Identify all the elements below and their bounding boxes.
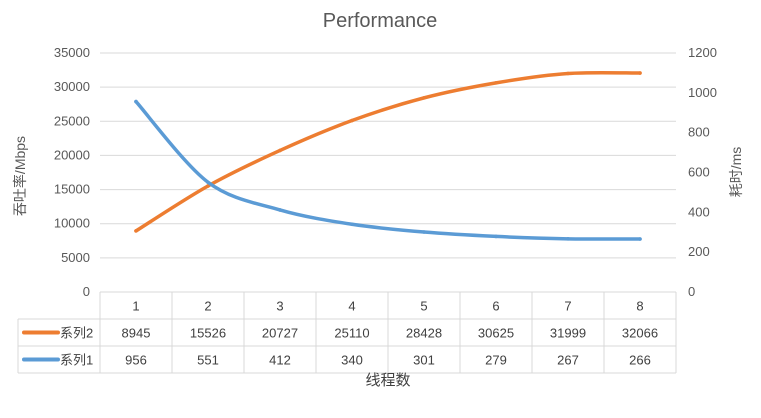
data-label: 956 <box>125 353 147 368</box>
data-point <box>422 230 426 234</box>
data-table: 1 2 3 4 5 6 7 8 系列2 8945 15526 20727 25110 28428 30625… <box>17 291 677 374</box>
data-label: 279 <box>485 353 507 368</box>
grid-layer <box>100 52 676 259</box>
left-axis: 0 5000 10000 15000 20000 25000 30000 35000 <box>54 45 90 299</box>
x-tick-label: 7 <box>564 299 571 314</box>
data-point <box>206 180 210 185</box>
y-tick-label-right: 0 <box>688 284 695 299</box>
y-tick-label-left: 10000 <box>54 216 90 231</box>
right-axis: 0 200 400 600 800 1000 1200 <box>688 45 717 299</box>
chart-title: Performance <box>323 10 438 32</box>
x-tick-label: 1 <box>132 299 139 314</box>
series-layer <box>134 70 642 241</box>
data-point <box>494 234 498 239</box>
data-label: 31999 <box>550 326 586 341</box>
data-point <box>278 148 282 153</box>
x-tick-label: 5 <box>420 299 427 314</box>
y-tick-label-right: 400 <box>688 204 710 219</box>
data-point <box>638 237 642 241</box>
data-point <box>134 99 138 104</box>
x-tick-label: 3 <box>276 299 283 314</box>
y-tick-label-left: 15000 <box>54 182 90 197</box>
data-point <box>278 208 282 212</box>
data-label: 25110 <box>334 326 369 341</box>
x-axis-title: 线程数 <box>365 372 410 389</box>
data-label: 32066 <box>622 326 658 341</box>
data-point <box>566 71 570 76</box>
y-tick-label-right: 800 <box>688 125 710 140</box>
data-label: 8945 <box>122 326 151 341</box>
data-label: 412 <box>269 353 291 368</box>
y-axis-title-right: 耗时/ms <box>728 147 744 198</box>
y-tick-label-right: 200 <box>688 244 710 259</box>
x-tick-label: 2 <box>204 299 211 314</box>
series-line <box>134 70 642 233</box>
x-tick-label: 6 <box>492 299 499 314</box>
data-label: 30625 <box>478 326 514 341</box>
x-tick-label: 8 <box>636 299 643 314</box>
series-line <box>134 99 642 241</box>
y-tick-label-left: 30000 <box>54 79 90 94</box>
legend-label: 系列1 <box>60 353 93 368</box>
data-point <box>134 229 138 233</box>
y-tick-label-right: 1200 <box>688 45 717 60</box>
y-tick-label-left: 0 <box>83 284 90 299</box>
data-point <box>422 96 426 100</box>
data-label: 301 <box>413 353 435 368</box>
y-axis-title-left: 吞吐率/Mbps <box>12 136 28 216</box>
data-point <box>638 71 642 75</box>
data-label: 20727 <box>262 326 298 341</box>
y-tick-label-left: 5000 <box>61 250 90 265</box>
y-tick-label-left: 25000 <box>54 113 90 128</box>
data-label: 267 <box>557 353 579 368</box>
y-tick-label-left: 20000 <box>54 147 90 162</box>
x-tick-label: 4 <box>348 299 355 314</box>
data-point <box>494 81 498 85</box>
data-point <box>566 237 570 241</box>
data-point <box>350 222 354 227</box>
legend-label: 系列2 <box>60 326 93 341</box>
data-point <box>350 118 354 123</box>
y-tick-label-right: 600 <box>688 165 710 180</box>
y-tick-label-right: 1000 <box>688 85 717 100</box>
data-label: 28428 <box>406 326 442 341</box>
y-tick-label-left: 35000 <box>54 45 90 60</box>
data-label: 266 <box>629 353 651 368</box>
data-label: 340 <box>341 353 363 368</box>
data-label: 551 <box>197 353 219 368</box>
data-label: 15526 <box>190 326 226 341</box>
